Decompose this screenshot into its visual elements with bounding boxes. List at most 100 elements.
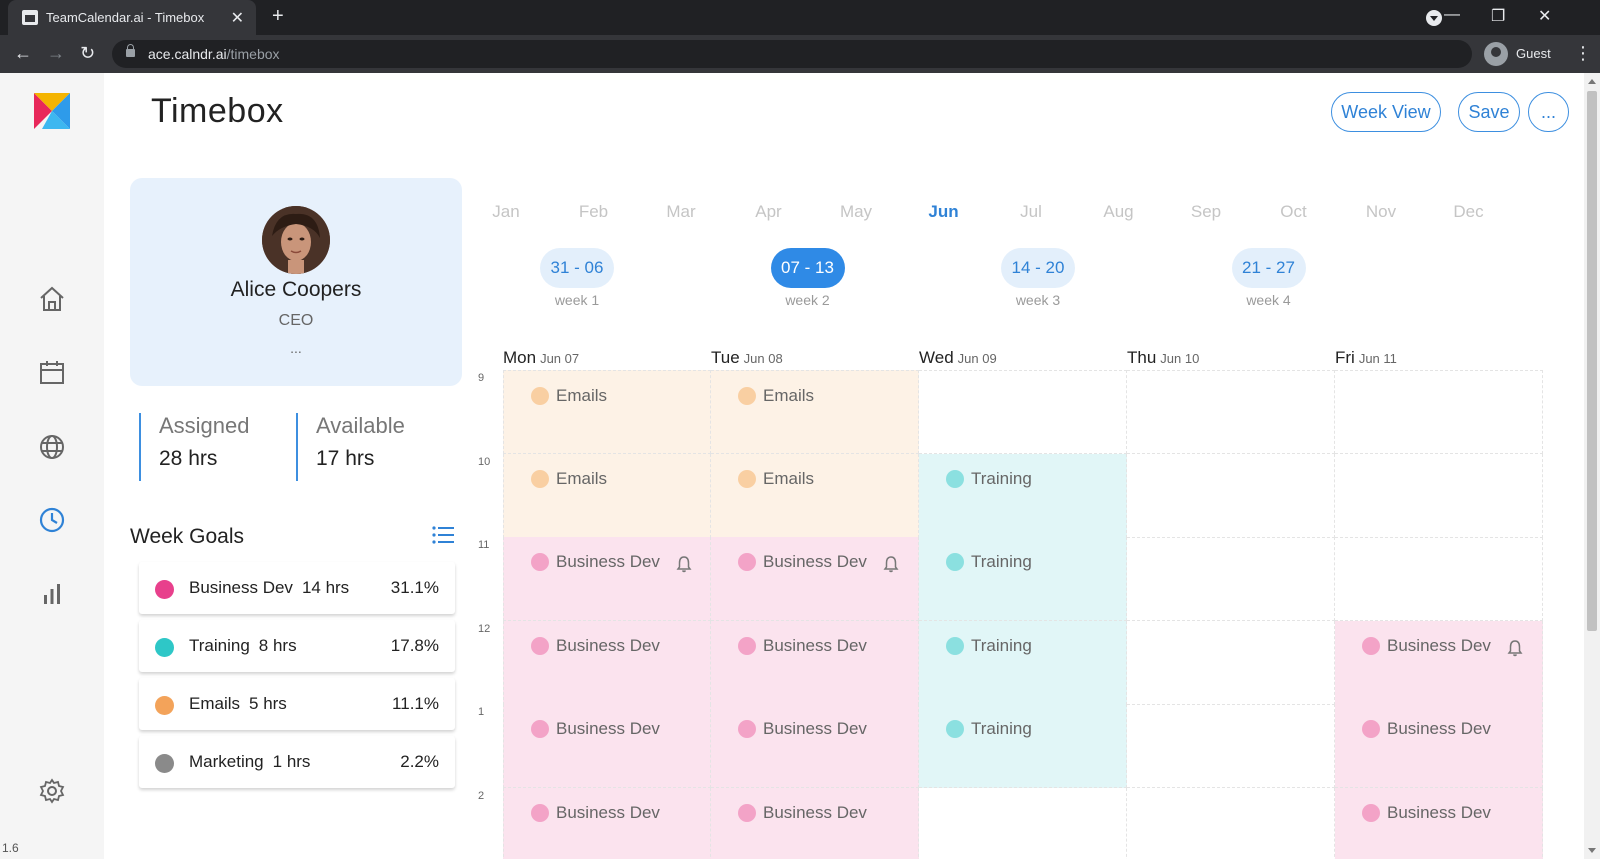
week-chip-4[interactable]: 21 - 27 week 4 bbox=[1224, 248, 1314, 308]
empty-slot[interactable] bbox=[919, 370, 1127, 454]
goal-item[interactable]: Business Dev 14 hrs 31.1% bbox=[139, 562, 455, 614]
week-range: 14 - 20 bbox=[1001, 248, 1075, 288]
event-training[interactable]: Training bbox=[919, 620, 1127, 705]
month-nov[interactable]: Nov bbox=[1365, 202, 1397, 221]
event-training[interactable]: Training bbox=[919, 453, 1127, 538]
window-close-icon[interactable]: ✕ bbox=[1538, 8, 1552, 25]
month-jun[interactable]: Jun bbox=[928, 202, 959, 221]
new-tab-icon[interactable]: + bbox=[272, 5, 284, 27]
list-icon[interactable] bbox=[432, 526, 454, 544]
address-bar[interactable]: ace.calndr.ai/timebox bbox=[112, 40, 1472, 68]
reminder-bell-icon[interactable] bbox=[883, 555, 899, 573]
event-training[interactable]: Training bbox=[919, 704, 1127, 788]
month-jan[interactable]: Jan bbox=[492, 202, 520, 221]
month-feb[interactable]: Feb bbox=[578, 202, 609, 221]
close-tab-icon[interactable]: ✕ bbox=[230, 10, 244, 27]
event-business-dev[interactable]: Business Dev bbox=[711, 537, 919, 621]
empty-slot[interactable] bbox=[1127, 453, 1335, 538]
back-icon[interactable]: ← bbox=[14, 43, 32, 63]
event-business-dev[interactable]: Business Dev bbox=[503, 787, 711, 859]
event-emails[interactable]: Emails bbox=[711, 370, 919, 454]
tab-search-icon[interactable] bbox=[1426, 10, 1442, 26]
goal-item[interactable]: Training 8 hrs 17.8% bbox=[139, 620, 455, 672]
empty-slot[interactable] bbox=[1335, 537, 1543, 621]
empty-slot[interactable] bbox=[919, 787, 1127, 859]
event-dot bbox=[946, 469, 964, 488]
month-dec[interactable]: Dec bbox=[1453, 202, 1484, 221]
event-business-dev[interactable]: Business Dev bbox=[1335, 787, 1543, 859]
event-business-dev[interactable]: Business Dev bbox=[503, 704, 711, 788]
profile-button[interactable]: Guest bbox=[1484, 40, 1580, 68]
event-business-dev[interactable]: Business Dev bbox=[711, 704, 919, 788]
profile-more-button[interactable]: ... bbox=[290, 340, 302, 356]
calendar-favicon-icon bbox=[22, 10, 38, 25]
event-dot bbox=[946, 636, 964, 655]
event-emails[interactable]: Emails bbox=[503, 453, 711, 538]
browser-menu-icon[interactable]: ⋮ bbox=[1574, 43, 1592, 63]
event-emails[interactable]: Emails bbox=[711, 453, 919, 538]
hour-label: 9 bbox=[478, 372, 485, 384]
browser-tab[interactable]: TeamCalendar.ai - Timebox ✕ bbox=[8, 0, 256, 35]
event-business-dev[interactable]: Business Dev bbox=[1335, 620, 1543, 705]
week-goals-title: Week Goals bbox=[130, 525, 244, 548]
empty-slot[interactable] bbox=[1335, 453, 1543, 538]
week-label: week 2 bbox=[785, 292, 830, 308]
home-icon[interactable] bbox=[38, 285, 66, 313]
event-training[interactable]: Training bbox=[919, 537, 1127, 621]
goal-color-dot bbox=[155, 638, 174, 657]
reminder-bell-icon[interactable] bbox=[1507, 639, 1523, 657]
restore-icon[interactable]: ❐ bbox=[1491, 8, 1506, 25]
empty-slot[interactable] bbox=[1335, 370, 1543, 454]
profile-role: CEO bbox=[278, 312, 314, 329]
hour-label: 10 bbox=[478, 455, 491, 468]
month-sep[interactable]: Sep bbox=[1190, 202, 1222, 221]
goal-item[interactable]: Emails 5 hrs 11.1% bbox=[139, 678, 455, 730]
calendar-icon[interactable] bbox=[38, 359, 66, 387]
reload-icon[interactable]: ↻ bbox=[80, 43, 96, 63]
week-chip-3[interactable]: 14 - 20 week 3 bbox=[993, 248, 1083, 308]
save-button[interactable]: Save bbox=[1458, 92, 1520, 132]
month-jul[interactable]: Jul bbox=[1020, 202, 1042, 221]
week-chip-1[interactable]: 31 - 06 week 1 bbox=[532, 248, 622, 308]
week-view-button[interactable]: Week View bbox=[1331, 92, 1441, 132]
bar-chart-icon[interactable] bbox=[38, 580, 66, 608]
month-mar[interactable]: Mar bbox=[666, 202, 696, 221]
empty-slot[interactable] bbox=[1127, 620, 1335, 705]
scroll-thumb[interactable] bbox=[1587, 91, 1597, 631]
page-scrollbar[interactable] bbox=[1584, 73, 1600, 859]
available-stat: Available 17 hrs bbox=[296, 413, 405, 481]
more-options-button[interactable]: ... bbox=[1528, 92, 1569, 132]
event-emails[interactable]: Emails bbox=[503, 370, 711, 454]
empty-slot[interactable] bbox=[1127, 370, 1335, 454]
month-may[interactable]: May bbox=[839, 202, 873, 221]
page-title: Timebox bbox=[151, 92, 284, 130]
scroll-up-icon[interactable] bbox=[1588, 79, 1596, 84]
event-business-dev[interactable]: Business Dev bbox=[503, 620, 711, 705]
scroll-down-icon[interactable] bbox=[1588, 848, 1596, 853]
app-sidebar: 1.6 bbox=[0, 73, 104, 859]
event-business-dev[interactable]: Business Dev bbox=[503, 537, 711, 621]
empty-slot[interactable] bbox=[1127, 704, 1335, 788]
schedule-grid: Emails Emails Emails Emails Training Business… bbox=[503, 370, 1543, 859]
settings-gear-icon[interactable] bbox=[38, 777, 66, 805]
empty-slot[interactable] bbox=[1127, 537, 1335, 621]
clock-icon[interactable] bbox=[38, 506, 66, 534]
event-business-dev[interactable]: Business Dev bbox=[711, 787, 919, 859]
avatar bbox=[262, 206, 330, 274]
goal-item[interactable]: Marketing 1 hrs 2.2% bbox=[139, 736, 455, 788]
day-header-tue: Tue Jun 08 bbox=[711, 348, 783, 367]
event-business-dev[interactable]: Business Dev bbox=[1335, 704, 1543, 788]
month-apr[interactable]: Apr bbox=[755, 202, 782, 221]
minimize-icon[interactable]: — bbox=[1444, 6, 1460, 23]
reminder-bell-icon[interactable] bbox=[676, 555, 692, 573]
month-oct[interactable]: Oct bbox=[1280, 202, 1307, 221]
globe-icon[interactable] bbox=[38, 433, 66, 461]
week-chip-2[interactable]: 07 - 13 week 2 bbox=[763, 248, 853, 308]
event-label: Business Dev bbox=[556, 552, 660, 571]
event-dot bbox=[531, 720, 549, 738]
forward-icon[interactable]: → bbox=[47, 43, 65, 63]
month-aug[interactable]: Aug bbox=[1103, 202, 1134, 221]
empty-slot[interactable] bbox=[1127, 787, 1335, 859]
event-business-dev[interactable]: Business Dev bbox=[711, 620, 919, 705]
available-value: 17 hrs bbox=[316, 447, 375, 470]
